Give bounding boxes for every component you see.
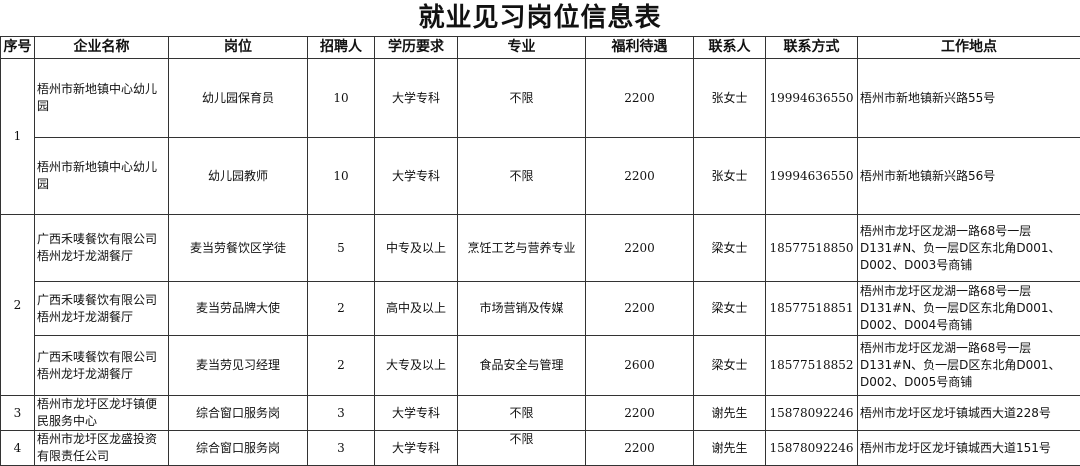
job-table: 序号 企业名称 岗位 招聘人 学历要求 专业 福利待遇 联系人 联系方式 工作地… [0, 36, 1080, 466]
address-cell: 梧州市龙圩区龙圩镇城西大道151号 [858, 431, 1080, 466]
phone-cell: 18577518850 [766, 215, 858, 282]
header-company: 企业名称 [35, 37, 169, 59]
count-cell: 2 [308, 336, 375, 396]
major-cell: 市场营销及传媒 [458, 282, 586, 336]
header-contact: 联系人 [694, 37, 766, 59]
header-no: 序号 [1, 37, 35, 59]
position-cell: 麦当劳品牌大使 [169, 282, 308, 336]
page-title: 就业见习岗位信息表 [0, 0, 1080, 36]
salary-cell: 2200 [586, 138, 694, 215]
contact-cell: 谢先生 [694, 396, 766, 431]
salary-cell: 2200 [586, 396, 694, 431]
position-cell: 综合窗口服务岗 [169, 431, 308, 466]
company-cell: 广西禾唛餐饮有限公司梧州龙圩龙湖餐厅 [35, 336, 169, 396]
company-cell: 广西禾唛餐饮有限公司梧州龙圩龙湖餐厅 [35, 215, 169, 282]
contact-cell: 张女士 [694, 138, 766, 215]
contact-cell: 梁女士 [694, 215, 766, 282]
company-cell: 梧州市龙圩区龙圩镇便民服务中心 [35, 396, 169, 431]
contact-cell: 谢先生 [694, 431, 766, 466]
company-cell: 梧州市新地镇中心幼儿园 [35, 59, 169, 138]
address-cell: 梧州市新地镇新兴路56号 [858, 138, 1080, 215]
phone-cell: 15878092246 [766, 431, 858, 466]
major-cell: 不限 [458, 431, 586, 466]
header-count: 招聘人 [308, 37, 375, 59]
salary-cell: 2200 [586, 431, 694, 466]
address-cell: 梧州市新地镇新兴路55号 [858, 59, 1080, 138]
phone-cell: 18577518852 [766, 336, 858, 396]
company-cell: 梧州市新地镇中心幼儿园 [35, 138, 169, 215]
major-cell: 不限 [458, 396, 586, 431]
row-number-cell: 1 [1, 59, 35, 215]
salary-cell: 2600 [586, 336, 694, 396]
header-major: 专业 [458, 37, 586, 59]
education-cell: 大专及以上 [375, 336, 458, 396]
education-cell: 大学专科 [375, 431, 458, 466]
header-address: 工作地点 [858, 37, 1080, 59]
company-cell: 梧州市龙圩区龙盛投资有限责任公司 [35, 431, 169, 466]
position-cell: 麦当劳见习经理 [169, 336, 308, 396]
major-cell: 不限 [458, 138, 586, 215]
header-phone: 联系方式 [766, 37, 858, 59]
position-cell: 麦当劳餐饮区学徒 [169, 215, 308, 282]
position-cell: 幼儿园教师 [169, 138, 308, 215]
count-cell: 3 [308, 396, 375, 431]
header-row: 序号 企业名称 岗位 招聘人 学历要求 专业 福利待遇 联系人 联系方式 工作地… [1, 37, 1080, 59]
phone-cell: 18577518851 [766, 282, 858, 336]
address-cell: 梧州市龙圩区龙圩镇城西大道228号 [858, 396, 1080, 431]
position-cell: 幼儿园保育员 [169, 59, 308, 138]
row-number-cell: 2 [1, 215, 35, 396]
address-cell: 梧州市龙圩区龙湖一路68号一层D131#N、负一层D区东北角D001、D002、… [858, 336, 1080, 396]
contact-cell: 梁女士 [694, 282, 766, 336]
major-cell: 不限 [458, 59, 586, 138]
company-cell: 广西禾唛餐饮有限公司梧州龙圩龙湖餐厅 [35, 282, 169, 336]
education-cell: 高中及以上 [375, 282, 458, 336]
row-number-cell: 4 [1, 431, 35, 466]
count-cell: 10 [308, 59, 375, 138]
contact-cell: 张女士 [694, 59, 766, 138]
contact-cell: 梁女士 [694, 336, 766, 396]
salary-cell: 2200 [586, 282, 694, 336]
phone-cell: 19994636550 [766, 138, 858, 215]
salary-cell: 2200 [586, 59, 694, 138]
header-position: 岗位 [169, 37, 308, 59]
count-cell: 3 [308, 431, 375, 466]
count-cell: 2 [308, 282, 375, 336]
salary-cell: 2200 [586, 215, 694, 282]
phone-cell: 15878092246 [766, 396, 858, 431]
major-cell: 食品安全与管理 [458, 336, 586, 396]
education-cell: 大学专科 [375, 396, 458, 431]
education-cell: 中专及以上 [375, 215, 458, 282]
education-cell: 大学专科 [375, 138, 458, 215]
header-education: 学历要求 [375, 37, 458, 59]
count-cell: 5 [308, 215, 375, 282]
phone-cell: 19994636550 [766, 59, 858, 138]
address-cell: 梧州市龙圩区龙湖一路68号一层D131#N、负一层D区东北角D001、D002、… [858, 282, 1080, 336]
row-number-cell: 3 [1, 396, 35, 431]
education-cell: 大学专科 [375, 59, 458, 138]
header-salary: 福利待遇 [586, 37, 694, 59]
address-cell: 梧州市龙圩区龙湖一路68号一层D131#N、负一层D区东北角D001、D002、… [858, 215, 1080, 282]
count-cell: 10 [308, 138, 375, 215]
major-cell: 烹饪工艺与营养专业 [458, 215, 586, 282]
position-cell: 综合窗口服务岗 [169, 396, 308, 431]
